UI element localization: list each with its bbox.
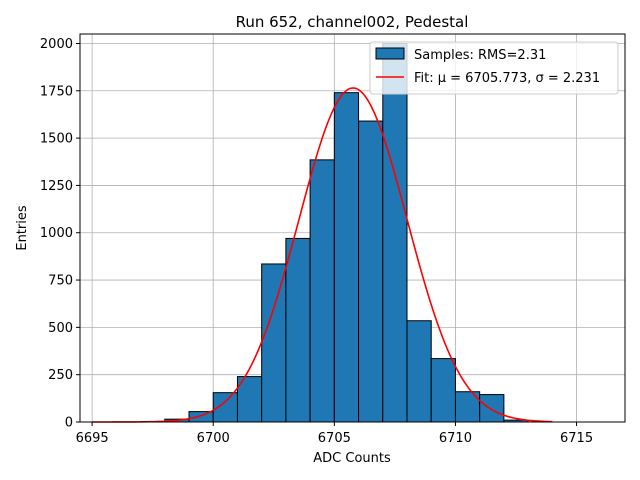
y-axis-label: Entries: [15, 205, 30, 251]
histogram-bar: [382, 42, 408, 423]
histogram-bar: [333, 92, 360, 423]
histogram-bar: [261, 263, 287, 423]
x-tick-label: 6710: [439, 431, 472, 446]
y-tick-label: 1750: [40, 84, 73, 99]
legend-label-fit: Fit: μ = 6705.773, σ = 2.231: [414, 71, 600, 86]
y-tick-label: 500: [48, 321, 73, 336]
chart-title: Run 652, channel002, Pedestal: [236, 13, 469, 31]
y-tick-label: 0: [65, 416, 73, 431]
legend-swatch-samples: [375, 47, 405, 60]
histogram-bars: [164, 42, 529, 423]
y-tick-label: 750: [48, 274, 73, 289]
x-tick-label: 6700: [197, 431, 230, 446]
histogram-bar: [406, 320, 432, 423]
y-tick-label: 2000: [40, 37, 73, 52]
y-tick-label: 250: [48, 368, 73, 383]
histogram-bar: [358, 120, 384, 423]
histogram-bar: [285, 237, 311, 423]
x-tick-label: 6695: [76, 431, 109, 446]
x-axis-ticks: 6695 6700 6705 6710 6715: [76, 422, 593, 446]
x-tick-label: 6705: [318, 431, 351, 446]
y-axis-ticks: 0 250 500 750 1000 1250 1500 1750 2000: [40, 37, 80, 431]
plot-frame: [79, 33, 626, 423]
y-tick-label: 1000: [40, 226, 73, 241]
legend-label-samples: Samples: RMS=2.31: [414, 48, 546, 63]
legend-box: [369, 41, 619, 95]
y-tick-label: 1500: [40, 132, 73, 147]
y-tick-label: 1250: [40, 179, 73, 194]
x-axis-label: ADC Counts: [313, 451, 391, 466]
histogram-bar: [430, 358, 456, 423]
histogram-bar: [309, 159, 335, 423]
legend: Samples: RMS=2.31 Fit: μ = 6705.773, σ =…: [369, 41, 619, 95]
histogram-bar: [479, 394, 505, 423]
fit-curve: [92, 87, 553, 423]
histogram-bar: [188, 411, 214, 423]
x-tick-label: 6715: [560, 431, 593, 446]
